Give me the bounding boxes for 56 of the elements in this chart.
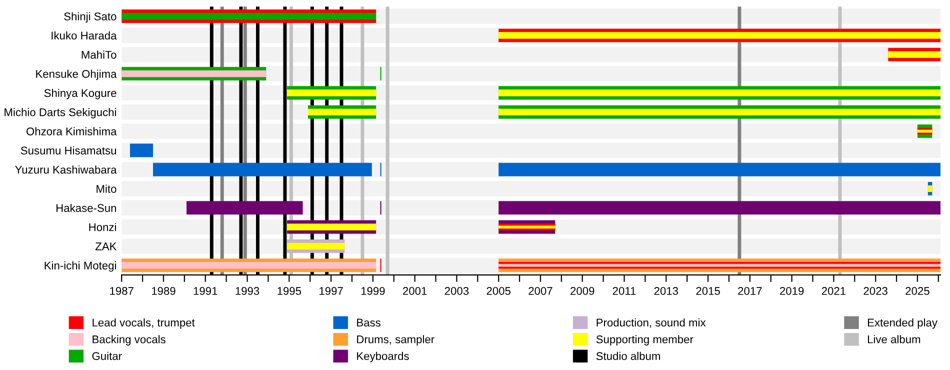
y-tick-label: Ikuko Harada [52, 31, 117, 40]
x-tick-label: 1993 [236, 287, 260, 295]
x-tick-label: 2015 [696, 287, 720, 295]
x-tick-label: 2011 [612, 287, 636, 295]
legend-label: Live album [868, 335, 920, 344]
legend-label: Production, sound mix [596, 318, 706, 328]
bar [287, 242, 345, 250]
bar [498, 90, 940, 96]
y-tick-label: MahiTo [82, 50, 116, 59]
legend-label: Extended play [868, 318, 938, 329]
x-tick-label: 2003 [444, 287, 469, 295]
legend-label: Studio album [596, 352, 660, 360]
x-tick-label: 1997 [320, 287, 343, 295]
y-tick-label: Shinji Sato [64, 12, 116, 23]
bar [122, 262, 376, 269]
bar [928, 185, 932, 192]
bar [498, 32, 940, 39]
x-tick-label: 1999 [361, 287, 385, 295]
y-tick-label: Kin-ichi Motegi [44, 261, 116, 272]
x-tick-label: 1995 [278, 287, 302, 295]
legend-label: Keyboards [357, 352, 409, 362]
x-tick-label: 2013 [654, 287, 678, 295]
y-tick-label: Ohzora Kimishima [26, 127, 117, 136]
x-tick-label: 2005 [486, 287, 510, 295]
bar [287, 224, 376, 230]
x-tick-label: 2025 [906, 287, 930, 295]
legend-label: Backing vocals [92, 335, 166, 346]
y-tick-label: Mito [96, 184, 116, 193]
bar [287, 90, 376, 96]
bar [308, 108, 376, 116]
legend-label: Drums, sampler [357, 335, 434, 346]
x-tick-label: 2019 [780, 287, 804, 295]
y-tick-label: Shinya Kogure [44, 88, 116, 100]
x-tick-label: 2007 [528, 287, 552, 295]
y-tick-label: Hakase-Sun [56, 204, 116, 212]
legend-label: Bass [357, 318, 380, 327]
x-tick-label: 2021 [822, 287, 846, 295]
x-tick-label: 2023 [864, 287, 888, 295]
bar [498, 108, 940, 116]
x-tick-label: 2009 [570, 287, 594, 295]
y-tick-label: Susumu Hisamatsu [20, 146, 116, 154]
legend-label: Lead vocals, trumpet [92, 318, 195, 329]
x-tick-label: 1987 [110, 287, 134, 295]
y-tick-label: Michio Darts Sekiguchi [4, 108, 116, 118]
legend-label: Supporting member [596, 335, 694, 346]
bar [888, 51, 940, 58]
y-tick-label: Honzi [89, 222, 116, 232]
x-tick-label: 1989 [152, 287, 176, 295]
y-tick-label: Kensuke Ohjima [36, 70, 117, 80]
x-tick-label: 2001 [403, 287, 427, 295]
legend-label: Guitar [92, 352, 122, 360]
x-tick-label: 1991 [194, 287, 218, 295]
x-tick-label: 2017 [738, 287, 762, 295]
bar [122, 70, 266, 78]
y-tick-label: Yuzuru Kashiwabara [15, 166, 117, 174]
y-tick-label: ZAK [95, 242, 117, 250]
